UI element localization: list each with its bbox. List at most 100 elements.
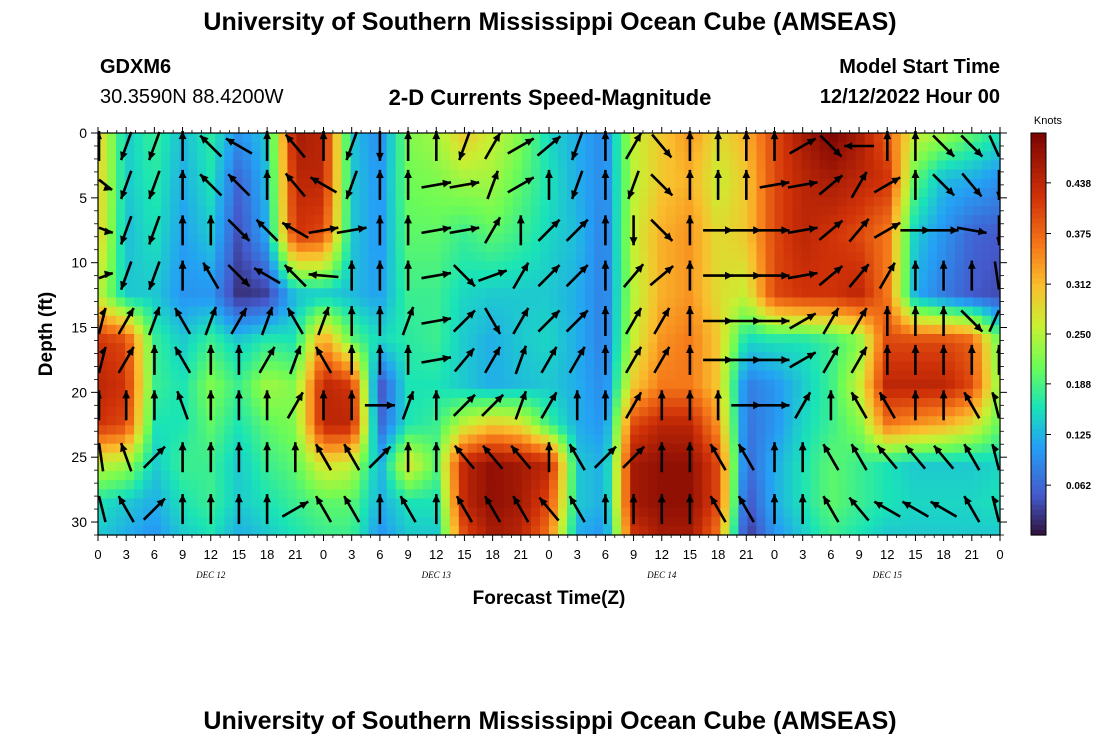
arrow-head	[263, 169, 271, 178]
heatmap-cell	[936, 425, 947, 436]
heatmap-cell	[224, 133, 234, 143]
heatmap-cell	[125, 187, 135, 198]
heatmap-cell	[648, 178, 658, 189]
heatmap-cell	[900, 178, 911, 189]
heatmap-cell	[558, 352, 568, 363]
heatmap-cell	[594, 288, 604, 299]
heatmap-cell	[783, 425, 794, 436]
heatmap-cell	[494, 178, 505, 189]
heatmap-cell	[359, 142, 370, 152]
heatmap-cell	[485, 507, 496, 518]
heatmap-cell	[377, 471, 388, 481]
heatmap-cell	[990, 297, 1001, 308]
heatmap-cell	[873, 361, 884, 372]
heatmap-cell	[521, 461, 532, 472]
heatmap-cell	[855, 443, 866, 454]
heatmap-cell	[864, 133, 875, 143]
heatmap-cell	[341, 434, 352, 445]
heatmap-cell	[792, 507, 803, 518]
heatmap-cell	[729, 507, 740, 518]
heatmap-cell	[729, 498, 740, 509]
heatmap-cell	[765, 397, 776, 408]
heatmap-cell	[440, 251, 451, 262]
heatmap-cell	[909, 242, 920, 253]
heatmap-cell	[612, 397, 622, 408]
heatmap-cell	[503, 416, 514, 426]
heatmap-cell	[296, 233, 307, 244]
heatmap-cell	[693, 315, 703, 326]
current-arrow	[848, 217, 870, 243]
heatmap-cell	[873, 416, 884, 426]
heatmap-cell	[783, 306, 794, 317]
heatmap-cell	[747, 407, 758, 417]
heatmap-cell	[657, 260, 667, 271]
heatmap-cell	[179, 434, 189, 445]
heatmap-cell	[224, 324, 234, 335]
arrow-head	[911, 169, 920, 178]
heatmap-cell	[368, 461, 379, 472]
heatmap-cell	[242, 361, 252, 372]
heatmap-cell	[909, 288, 920, 299]
heatmap-cell	[404, 525, 415, 536]
heatmap-cell	[404, 334, 415, 344]
heatmap-cell	[882, 251, 893, 262]
heatmap-cell	[116, 343, 126, 353]
heatmap-cell	[449, 279, 460, 289]
heatmap-cell	[305, 379, 316, 390]
heatmap-cell	[368, 480, 379, 490]
heatmap-cell	[612, 461, 622, 472]
heatmap-cell	[377, 434, 388, 445]
heatmap-cell	[215, 516, 225, 527]
heatmap-cell	[188, 525, 198, 536]
heatmap-cell	[972, 498, 983, 509]
heatmap-cell	[503, 516, 514, 527]
heatmap-cell	[819, 169, 830, 180]
heatmap-cell	[639, 425, 649, 436]
heatmap-cell	[341, 324, 352, 335]
heatmap-cell	[134, 516, 144, 527]
heatmap-cell	[98, 525, 108, 536]
heatmap-cell	[936, 397, 947, 408]
heatmap-cell	[530, 160, 541, 171]
heatmap-cell	[125, 480, 135, 490]
current-arrow	[653, 307, 671, 335]
heatmap-cell	[990, 196, 1001, 207]
heatmap-cell	[170, 434, 180, 445]
heatmap-cell	[116, 480, 126, 490]
heatmap-cell	[458, 352, 469, 363]
heatmap-cell	[242, 270, 252, 280]
arrow-shaft	[993, 261, 1001, 290]
heatmap-cell	[377, 260, 388, 271]
heatmap-cell	[612, 160, 622, 171]
heatmap-cell	[945, 178, 956, 189]
heatmap-cell	[179, 507, 189, 518]
heatmap-cell	[413, 407, 424, 417]
heatmap-cell	[305, 242, 316, 253]
heatmap-cell	[143, 443, 153, 454]
heatmap-cell	[765, 324, 776, 335]
heatmap-cell	[152, 480, 162, 490]
arrow-head	[126, 346, 134, 356]
heatmap-cell	[512, 169, 523, 180]
heatmap-cell	[900, 443, 911, 454]
heatmap-cell	[882, 471, 893, 481]
heatmap-cell	[981, 315, 992, 326]
heatmap-cell	[296, 315, 307, 326]
heatmap-cell	[720, 206, 730, 216]
heatmap-cell	[386, 352, 397, 363]
heatmap-cell	[558, 397, 568, 408]
heatmap-cell	[891, 169, 902, 180]
heatmap-cell	[909, 434, 920, 445]
heatmap-cell	[332, 516, 343, 527]
current-arrow	[98, 178, 113, 192]
heatmap-cell	[449, 388, 460, 399]
heatmap-cell	[539, 151, 550, 162]
heatmap-cell	[98, 343, 108, 353]
current-arrow	[206, 215, 215, 246]
heatmap-cell	[693, 425, 703, 436]
heatmap-cell	[729, 196, 740, 207]
heatmap-cell	[494, 242, 505, 253]
arrow-head	[770, 131, 779, 140]
heatmap-cell	[341, 224, 352, 235]
heatmap-cell	[269, 315, 279, 326]
